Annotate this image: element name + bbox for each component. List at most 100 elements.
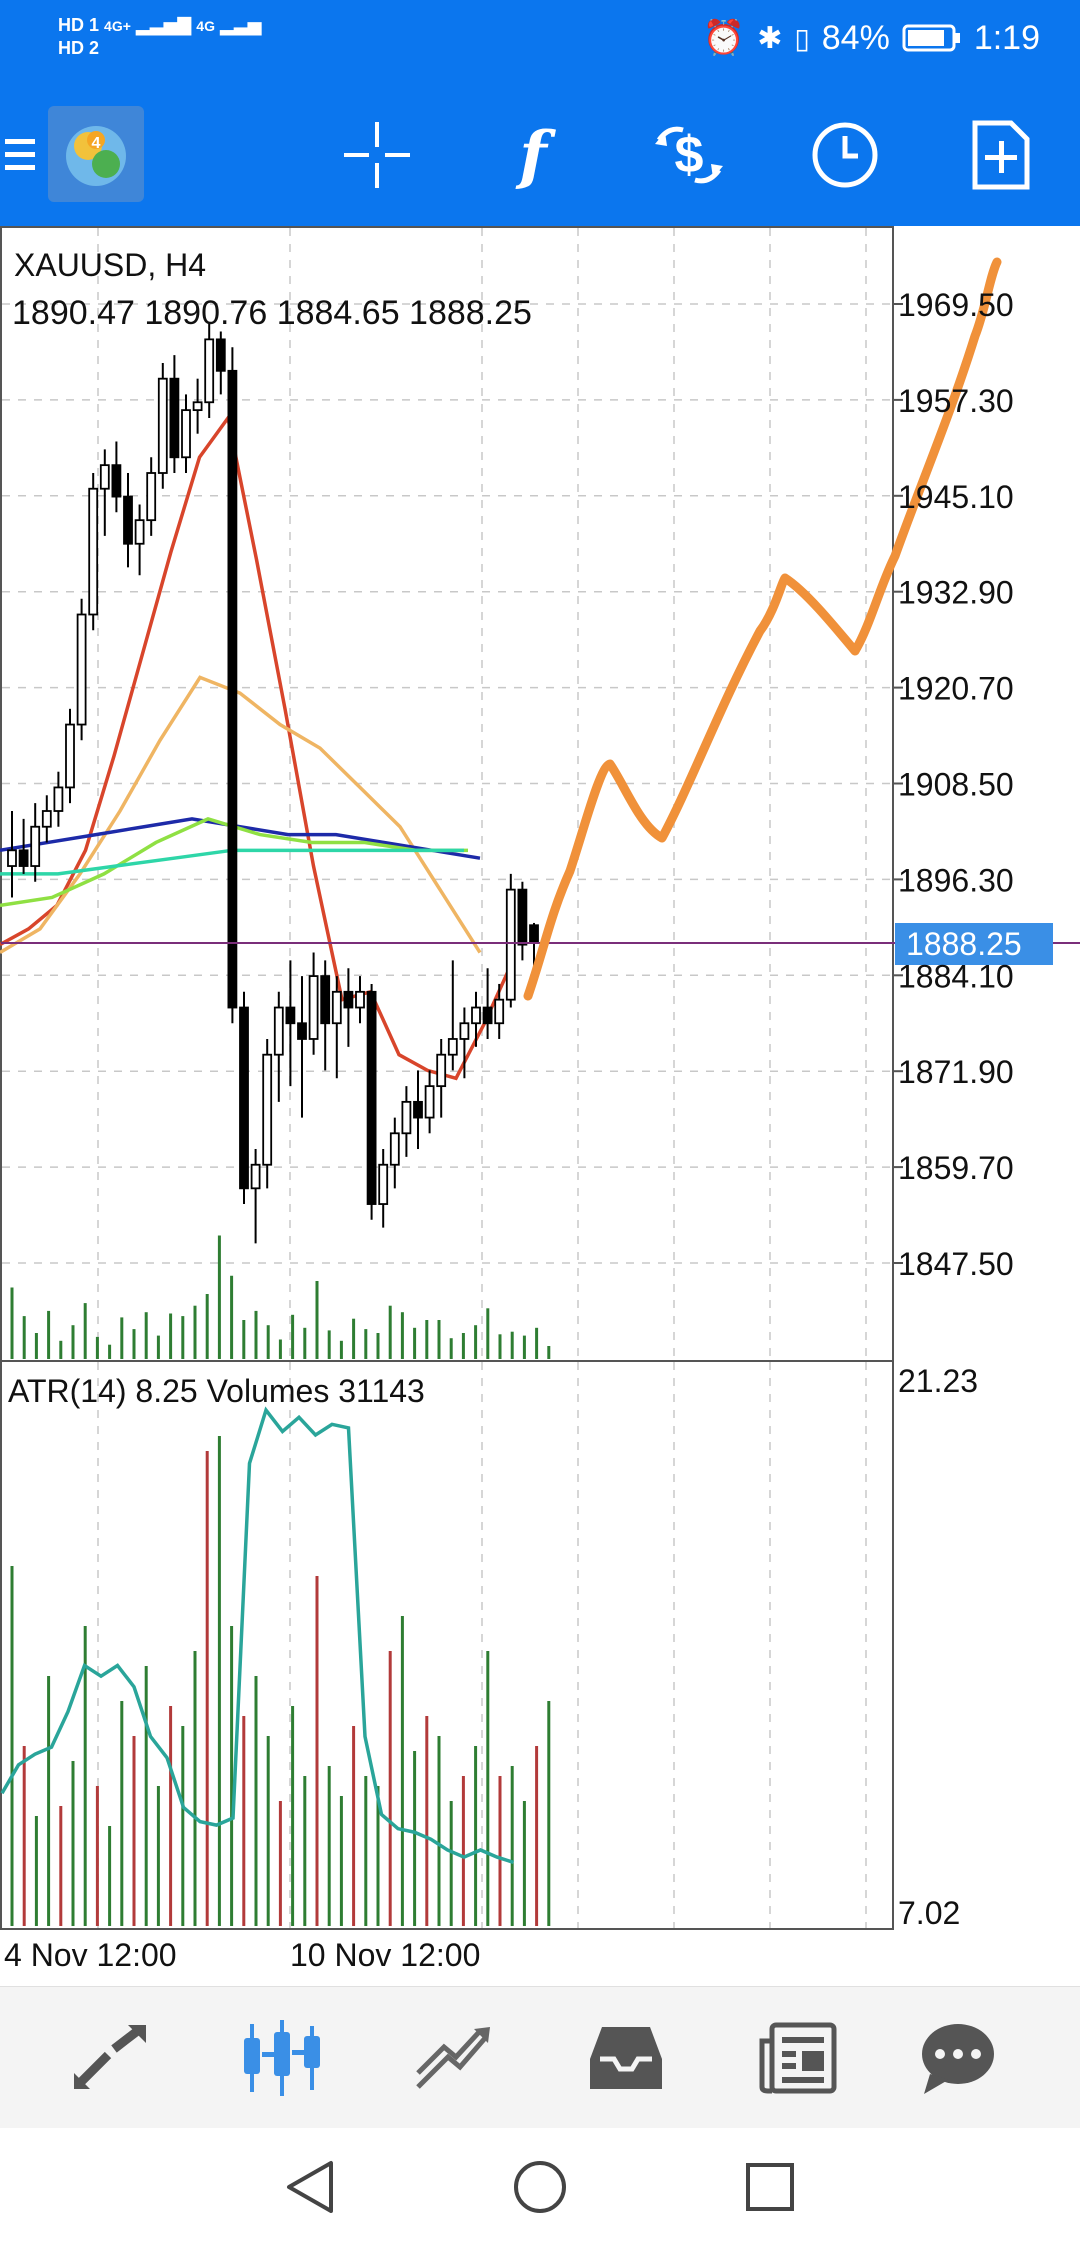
candle-body	[227, 369, 238, 1009]
candle-body	[215, 338, 226, 372]
volume-bars	[10, 1235, 551, 1359]
candle-body	[447, 1038, 458, 1056]
price-tick-label: 1859.70	[898, 1150, 1014, 1186]
candle-body	[517, 888, 528, 946]
price-tick-label: 1957.30	[898, 383, 1014, 419]
candle-body	[471, 1006, 481, 1025]
current-price-value: 1888.25	[906, 926, 1022, 962]
candle-body	[99, 464, 110, 490]
candle-body	[494, 998, 505, 1025]
price-tick-label: 1896.30	[898, 862, 1014, 898]
candle-body	[53, 786, 64, 812]
candle-body	[18, 849, 29, 867]
metatrader-logo[interactable]: 4	[48, 106, 144, 202]
price-tick-label: 1871.90	[898, 1054, 1014, 1090]
new-order-icon[interactable]	[956, 110, 1046, 200]
candle-body	[250, 1163, 261, 1190]
candle-body	[111, 464, 122, 498]
system-navigation	[0, 2128, 1080, 2244]
price-tick-label: 1908.50	[898, 767, 1014, 803]
time-label-1: 4 Nov 12:00	[4, 1937, 177, 1973]
candle-body	[273, 1006, 284, 1056]
bluetooth-icon: ✱	[757, 21, 783, 55]
alarm-icon: ⏰	[702, 19, 746, 57]
nav-chat-icon[interactable]	[898, 2003, 1018, 2113]
price-tick-label: 1945.10	[898, 479, 1014, 515]
candle-body	[355, 990, 365, 1009]
sub-tick-min: 7.02	[898, 1895, 960, 1931]
nav-history-icon[interactable]	[566, 2003, 686, 2113]
atr-line	[0, 1406, 515, 1865]
svg-text:4: 4	[92, 135, 101, 152]
chart-frame	[0, 226, 894, 1930]
candle-body	[134, 519, 145, 545]
timeframe-clock-icon[interactable]	[800, 110, 890, 200]
signal-icon: ▂▃▅▇	[135, 15, 192, 35]
nav-quotes-icon[interactable]	[50, 2003, 170, 2113]
candle-body	[529, 924, 539, 944]
candle-body	[123, 495, 133, 545]
freehand-drawing[interactable]	[523, 257, 1002, 1001]
price-axis: 1969.50 1957.30 1945.10 1932.90 1920.70 1908.…	[893, 287, 1014, 1282]
candle-body	[297, 1022, 307, 1040]
signal-icon-2: ▂▃▅	[220, 15, 262, 35]
price-tick-label: 1969.50	[898, 287, 1014, 323]
candle-body	[459, 1022, 470, 1040]
candle-body	[157, 377, 168, 474]
indicator-label: ATR(14) 8.25 Volumes 31143	[8, 1373, 425, 1409]
candle-body	[204, 338, 215, 404]
candle-body	[320, 975, 331, 1025]
candle-body	[7, 849, 17, 867]
price-chart[interactable]: 1888.25 XAUUSD, H4 1890.47 1890.76 1884.…	[0, 226, 1080, 1986]
status-bar: HD 1 4G+ ▂▃▅▇ 4G ▂▃▅ HD 2 ⏰ ✱ ▯ 84% 1:19	[0, 0, 1080, 80]
candle-body	[331, 990, 342, 1025]
price-tick-label: 1847.50	[898, 1246, 1014, 1282]
trade-icon[interactable]: $	[644, 110, 734, 200]
candle-body	[343, 990, 354, 1009]
svg-text:$: $	[675, 126, 704, 184]
atr-subwindow	[0, 1406, 551, 1926]
menu-icon[interactable]	[0, 110, 40, 200]
candle-body	[389, 1132, 400, 1166]
nav-trade-icon[interactable]	[394, 2003, 514, 2113]
sub-tick-max: 21.23	[898, 1363, 978, 1399]
candle-body	[482, 1006, 493, 1025]
candle-body	[65, 723, 75, 789]
crosshair-icon[interactable]	[332, 110, 422, 200]
back-icon[interactable]	[270, 2152, 350, 2222]
price-tick-label: 1920.70	[898, 671, 1014, 707]
vibrate-icon: ▯	[794, 22, 810, 54]
network-type-1: 4G+	[104, 18, 131, 34]
moving-average-line	[0, 675, 482, 955]
symbol-label: XAUUSD, H4	[14, 247, 206, 283]
indicators-icon[interactable]: f	[519, 117, 547, 193]
nav-news-icon[interactable]	[738, 2003, 858, 2113]
candle-body	[378, 1163, 389, 1205]
signal-indicators: HD 1 4G+ ▂▃▅▇ 4G ▂▃▅ HD 2	[58, 14, 262, 59]
candle-body	[146, 472, 157, 522]
candle-body	[181, 409, 191, 459]
candle-body	[41, 810, 52, 828]
recents-icon[interactable]	[730, 2152, 810, 2222]
price-tick-label: 1932.90	[898, 575, 1014, 611]
candle-body	[285, 1006, 296, 1025]
candlesticks	[7, 323, 539, 1244]
sim1-label: HD 1	[58, 15, 100, 35]
battery-percent: 84%	[821, 18, 890, 57]
battery-icon	[902, 24, 960, 52]
candle-body	[88, 487, 99, 616]
candle-body	[436, 1053, 447, 1088]
price-tick-label: 1884.10	[898, 958, 1014, 994]
candle-body	[366, 990, 377, 1205]
candle-body	[169, 377, 180, 459]
candle-body	[505, 888, 516, 1001]
candle-body	[262, 1053, 273, 1166]
nav-chart-icon[interactable]	[222, 2003, 342, 2113]
chart-area[interactable]: 1888.25 XAUUSD, H4 1890.47 1890.76 1884.…	[0, 226, 1080, 1986]
candle-body	[308, 975, 319, 1040]
candle-body	[401, 1100, 412, 1135]
current-price-tag	[895, 923, 1053, 965]
ohlc-values: 1890.47 1890.76 1884.65 1888.25	[12, 294, 532, 332]
clock-time: 1:19	[973, 18, 1040, 57]
home-icon[interactable]	[500, 2152, 580, 2222]
